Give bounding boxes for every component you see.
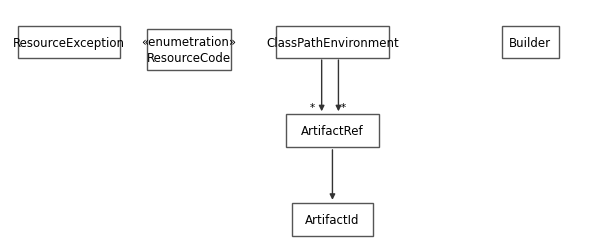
Text: ArtifactRef: ArtifactRef bbox=[301, 124, 364, 138]
Text: *: * bbox=[341, 102, 346, 112]
Text: ClassPathEnvironment: ClassPathEnvironment bbox=[266, 36, 399, 49]
FancyBboxPatch shape bbox=[147, 30, 231, 71]
Text: Builder: Builder bbox=[509, 36, 551, 49]
FancyBboxPatch shape bbox=[18, 26, 120, 59]
Text: ArtifactId: ArtifactId bbox=[305, 213, 359, 226]
Text: ResourceException: ResourceException bbox=[13, 36, 125, 49]
FancyBboxPatch shape bbox=[276, 26, 389, 59]
FancyBboxPatch shape bbox=[292, 203, 373, 236]
FancyBboxPatch shape bbox=[502, 26, 558, 59]
Text: *: * bbox=[310, 102, 315, 112]
FancyBboxPatch shape bbox=[286, 115, 379, 147]
Text: «enumetration»
ResourceCode: «enumetration» ResourceCode bbox=[141, 36, 236, 65]
